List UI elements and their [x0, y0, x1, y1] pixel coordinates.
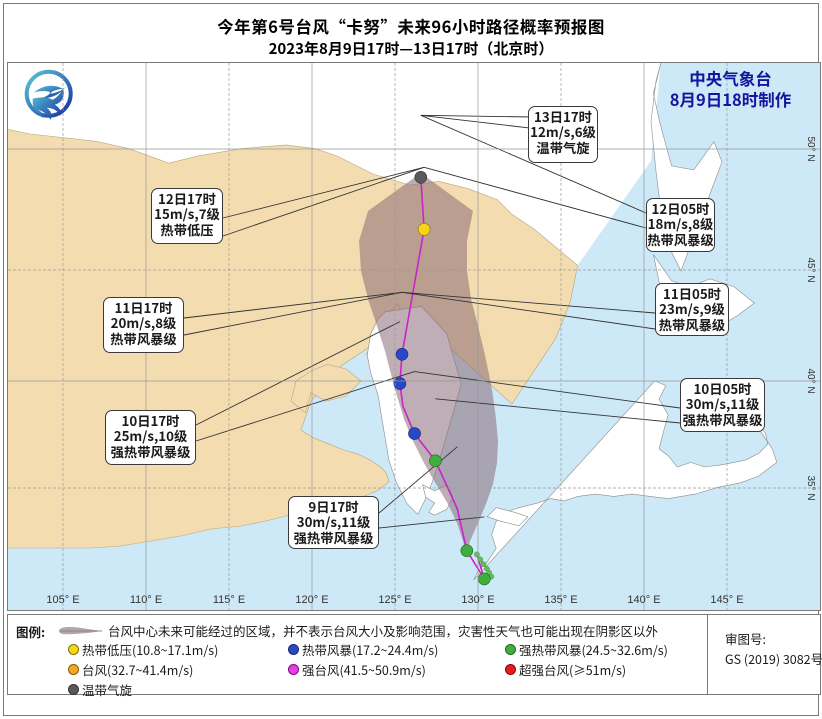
svg-text:135° E: 135° E	[544, 594, 577, 606]
svg-text:35° N: 35° N	[805, 475, 816, 500]
svg-text:130° E: 130° E	[461, 594, 494, 606]
svg-text:110° E: 110° E	[130, 594, 162, 606]
svg-text:50° N: 50° N	[805, 136, 816, 161]
svg-text:45° N: 45° N	[805, 257, 816, 282]
svg-text:120° E: 120° E	[295, 594, 328, 606]
svg-text:105° E: 105° E	[46, 594, 79, 606]
svg-text:125° E: 125° E	[378, 594, 411, 606]
svg-text:40° N: 40° N	[805, 368, 816, 393]
svg-text:145° E: 145° E	[710, 594, 743, 606]
svg-text:115° E: 115° E	[213, 594, 245, 606]
svg-text:140° E: 140° E	[627, 594, 660, 606]
